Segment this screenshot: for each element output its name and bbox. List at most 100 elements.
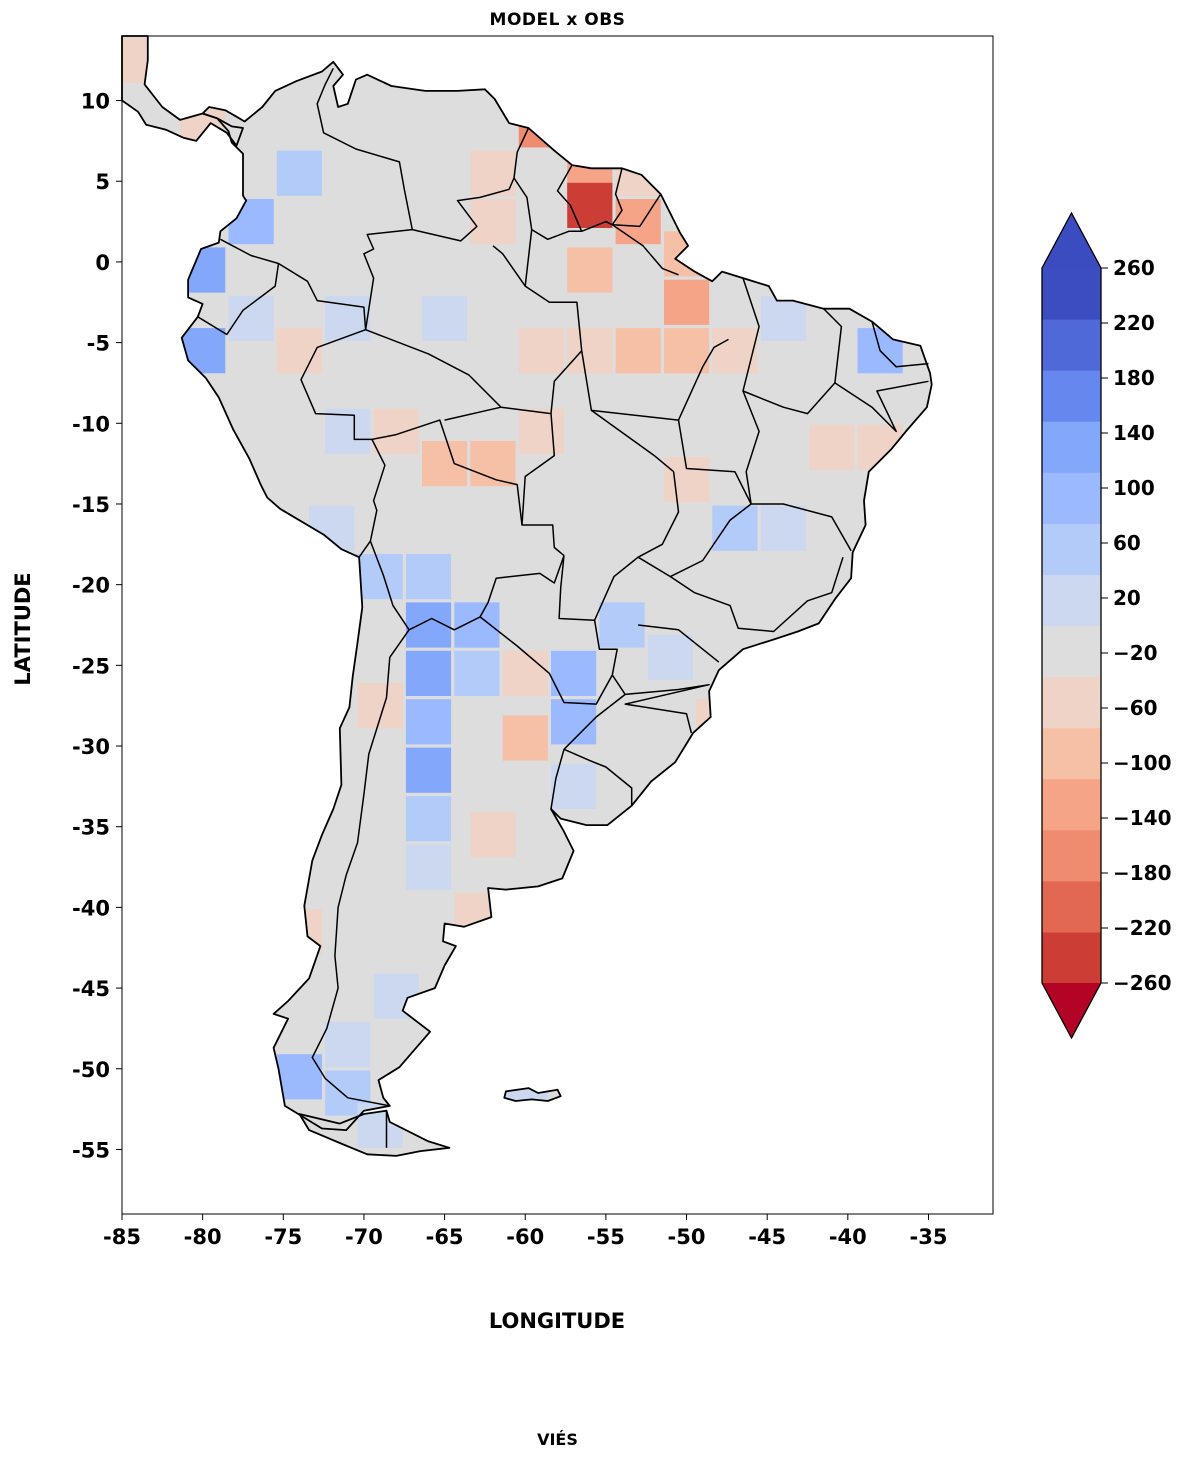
grid-cell — [373, 408, 419, 454]
x-tick-label: -80 — [184, 1225, 222, 1249]
grid-cell — [664, 279, 710, 325]
grid-cell — [422, 441, 468, 487]
grid-cell — [809, 424, 855, 471]
y-tick-label: -5 — [87, 332, 110, 356]
x-tick-label: -70 — [345, 1225, 383, 1249]
border-brazil-states-central — [521, 413, 556, 526]
border-ecuador-peru — [197, 263, 280, 336]
central-america-coastline — [121, 35, 244, 147]
x-tick-label: -75 — [264, 1225, 302, 1249]
border-brazil-states-roraima — [492, 229, 533, 287]
grid-cell — [454, 602, 500, 648]
colorbar-segment — [1042, 370, 1101, 422]
y-tick-label: -55 — [72, 1138, 110, 1162]
colorbar-segment — [1042, 829, 1101, 882]
grid-cell — [405, 699, 452, 745]
border-french-guiana-brazil — [612, 193, 662, 228]
colorbar-segment — [1042, 574, 1101, 626]
grid-cell — [454, 650, 500, 696]
grid-cell — [341, 796, 387, 842]
grid-cell — [599, 602, 645, 648]
grid-cell — [567, 182, 613, 228]
grid-cell — [647, 634, 693, 680]
x-tick-label: -65 — [426, 1225, 464, 1249]
border-brazil-states-mg — [669, 556, 844, 633]
border-colombia-venezuela — [316, 67, 414, 230]
grid-cell — [470, 150, 516, 196]
colorbar-segment — [1042, 727, 1101, 780]
y-axis-ticks: 10 5 0 -5 -10 -15 -20 -25 -30 -35 -40 -45 -50 -55 — [72, 90, 122, 1162]
border-uruguay-argentina — [550, 749, 565, 810]
grid-cell — [276, 408, 322, 454]
border-chile-argentina — [311, 629, 410, 1107]
grid-cell — [760, 505, 806, 551]
colorbar-tick-label: 20 — [1113, 586, 1141, 610]
footer-caption: VIÉS — [537, 1430, 578, 1449]
country-borders — [121, 35, 933, 1157]
colorbar-tick-label: −180 — [1113, 861, 1172, 885]
grid-cell — [422, 295, 468, 341]
border-bolivia-brazil — [371, 419, 565, 557]
border-paraguay-argentina — [479, 616, 613, 705]
grid-cell — [664, 328, 710, 374]
grid-cell — [567, 328, 613, 374]
grid-cell — [276, 328, 322, 374]
grid-cell — [760, 408, 806, 454]
grid-cell — [551, 650, 597, 696]
border-bolivia-chile — [369, 540, 410, 631]
grid-cell — [405, 554, 452, 600]
grid-cell — [760, 295, 806, 341]
map-title: MODEL x OBS — [489, 10, 626, 30]
border-venezuela-brazil — [412, 177, 515, 242]
colorbar-tick-label: −260 — [1113, 971, 1172, 995]
x-tick-label: -35 — [910, 1225, 948, 1249]
tierra-del-fuego-coastline — [298, 1109, 451, 1157]
y-axis-label: LATITUDE — [11, 572, 35, 685]
colorbar-extend-over — [1042, 213, 1101, 268]
colorbar-segment — [1042, 268, 1101, 320]
border-brazil-states-amazonas — [365, 329, 502, 408]
y-tick-label: 0 — [95, 251, 110, 275]
x-tick-label: -85 — [103, 1225, 141, 1249]
grid-cell — [325, 408, 371, 454]
plot-frame — [121, 35, 994, 1215]
colorbar-tick-label: −220 — [1113, 916, 1172, 940]
colorbar-tick-label: −20 — [1113, 641, 1158, 665]
border-brazil-states-sp — [638, 624, 720, 663]
x-tick-label: -45 — [748, 1225, 786, 1249]
border-peru-chile — [358, 540, 372, 558]
grid-cell — [664, 408, 710, 454]
colorbar-segment — [1042, 523, 1101, 575]
grid-cell — [470, 328, 516, 374]
border-brazil-states-northeast — [742, 277, 843, 415]
grid-cell — [325, 1022, 371, 1068]
grid-cell — [712, 505, 758, 551]
colorbar-segment — [1042, 931, 1101, 984]
y-tick-label: -25 — [72, 654, 110, 678]
colorbar-tick-label: 60 — [1113, 531, 1141, 555]
border-suriname-french-guiana — [611, 168, 623, 226]
colorbar-tick-label: 180 — [1113, 366, 1155, 390]
colorbar-tick-label: −100 — [1113, 751, 1172, 775]
grid-cell — [276, 150, 322, 196]
grid-cell — [518, 328, 564, 374]
colorbar-segment — [1042, 880, 1101, 933]
grid-cell — [712, 408, 758, 454]
colorbar-tick-label: −60 — [1113, 696, 1158, 720]
grid-cell — [357, 554, 403, 600]
grid-cell — [502, 715, 548, 761]
x-axis-ticks: -85 -80 -75 -70 -65 -60 -55 -50 -45 -40 -35 — [103, 1214, 947, 1249]
border-peru-bolivia — [369, 439, 386, 542]
colorbar-tick-label: 140 — [1113, 421, 1155, 445]
colorbar-tick-label: 100 — [1113, 476, 1155, 500]
grid-cell — [518, 408, 564, 454]
colorbar-tick-label: 220 — [1113, 311, 1155, 335]
border-peru-brazil — [300, 328, 372, 441]
border-guyana-brazil — [513, 177, 582, 241]
grid-cell — [470, 812, 516, 858]
y-tick-label: 10 — [81, 90, 110, 114]
border-brazil-states-amapa — [611, 224, 679, 276]
border-suriname-brazil — [581, 220, 613, 232]
